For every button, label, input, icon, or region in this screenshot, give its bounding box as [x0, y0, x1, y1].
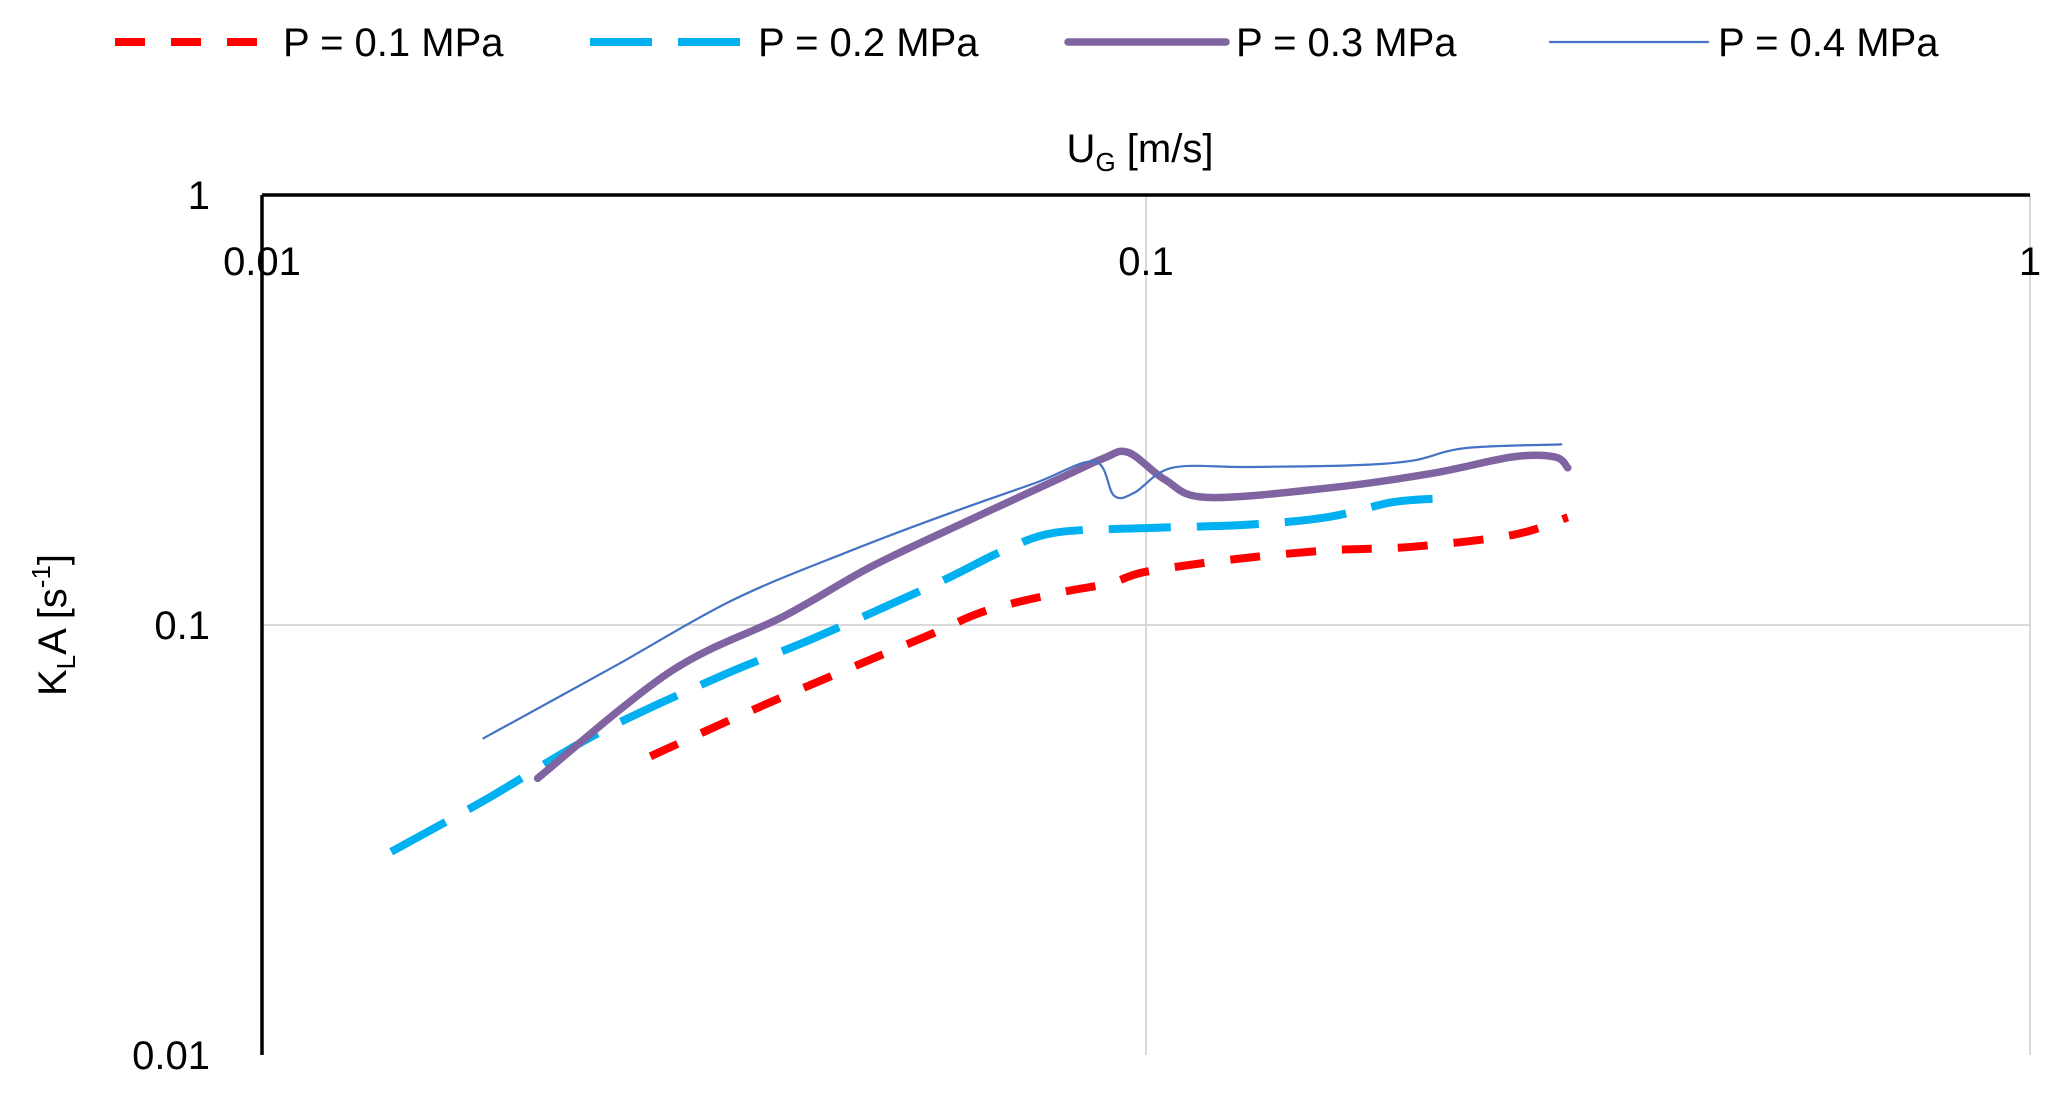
x-axis-title: UG [m/s]: [1067, 127, 1214, 177]
legend-label-4: P = 0.4 MPa: [1718, 21, 1939, 65]
legend-label-3: P = 0.3 MPa: [1236, 21, 1457, 65]
y-axis-title-superscript: -1: [26, 565, 56, 588]
x-tick-label: 1: [2019, 240, 2041, 284]
y-tick-label: 0.1: [154, 604, 210, 648]
grid: [262, 194, 2031, 1055]
x-tick-label: 0.1: [1118, 240, 1174, 284]
series-line-3: [533, 447, 1572, 783]
y-tick-label: 0.01: [132, 1034, 210, 1078]
y-axis-title: KLA [s-1]: [26, 554, 81, 696]
x-axis-title-tail: [m/s]: [1116, 127, 1214, 171]
legend-label-2: P = 0.2 MPa: [758, 21, 979, 65]
series-layer: [389, 443, 1572, 856]
series-line-2: [389, 494, 1441, 856]
y-axis-title-tail: ]: [31, 554, 75, 565]
y-tick-label: 1: [188, 174, 210, 218]
tick-labels: 0.01 0.1 1 0.01 0.1 1: [132, 174, 2041, 1078]
x-axis-title-main: U: [1067, 127, 1096, 171]
axes: [260, 193, 2030, 1055]
legend: P = 0.1 MPa P = 0.2 MPa P = 0.3 MPa P = 0.4…: [115, 21, 1939, 65]
legend-label-1: P = 0.1 MPa: [283, 21, 504, 65]
x-axis-title-subscript: G: [1095, 147, 1115, 177]
x-tick-label: 0.01: [223, 240, 301, 284]
series-line-4: [482, 443, 1563, 740]
y-axis-title-subscript: L: [51, 655, 81, 669]
y-axis-title-mid: A [s: [31, 588, 75, 655]
y-axis-title-main: K: [31, 669, 75, 696]
series-line-1: [648, 513, 1570, 760]
